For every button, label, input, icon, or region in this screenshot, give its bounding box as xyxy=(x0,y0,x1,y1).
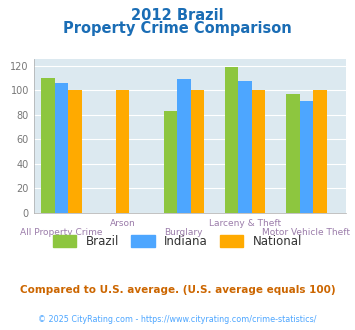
Bar xyxy=(252,90,265,213)
Text: Burglary: Burglary xyxy=(165,228,203,237)
Bar xyxy=(238,82,252,213)
Bar xyxy=(164,111,177,213)
Bar xyxy=(68,90,82,213)
Text: © 2025 CityRating.com - https://www.cityrating.com/crime-statistics/: © 2025 CityRating.com - https://www.city… xyxy=(38,315,317,324)
Bar xyxy=(225,67,238,213)
Bar xyxy=(286,94,300,213)
Text: Motor Vehicle Theft: Motor Vehicle Theft xyxy=(262,228,350,237)
Bar xyxy=(191,90,204,213)
Text: All Property Crime: All Property Crime xyxy=(20,228,103,237)
Text: Compared to U.S. average. (U.S. average equals 100): Compared to U.S. average. (U.S. average … xyxy=(20,285,335,295)
Legend: Brazil, Indiana, National: Brazil, Indiana, National xyxy=(48,231,307,253)
Text: Property Crime Comparison: Property Crime Comparison xyxy=(63,21,292,36)
Bar xyxy=(300,101,313,213)
Text: Arson: Arson xyxy=(110,219,135,228)
Bar xyxy=(55,83,68,213)
Bar xyxy=(313,90,327,213)
Bar xyxy=(41,78,55,213)
Text: 2012 Brazil: 2012 Brazil xyxy=(131,8,224,23)
Text: Larceny & Theft: Larceny & Theft xyxy=(209,219,281,228)
Bar xyxy=(116,90,129,213)
Bar xyxy=(177,79,191,213)
